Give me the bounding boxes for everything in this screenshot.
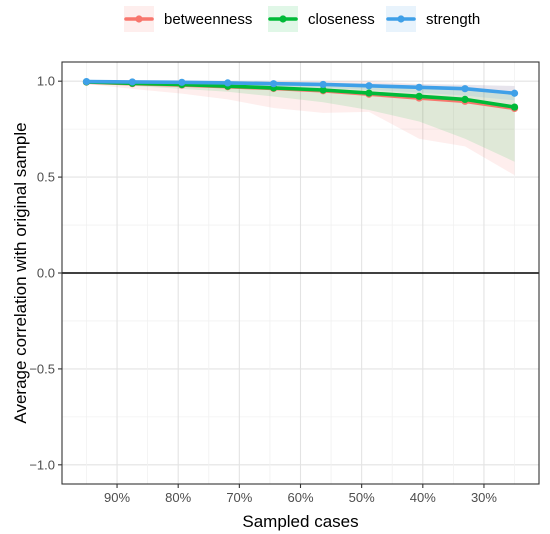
legend-label-betweenness: betweenness: [164, 11, 252, 28]
x-tick-label: 80%: [165, 490, 191, 505]
x-axis-ticks: 90% 80% 70% 60% 50% 40% 30%: [104, 484, 497, 505]
strength-point: [415, 83, 423, 91]
x-tick-label: 60%: [287, 490, 313, 505]
betweenness-confidence-band: [86, 81, 515, 176]
strength-point: [510, 89, 519, 97]
strength-point: [224, 79, 232, 87]
strength-point: [269, 80, 278, 88]
x-axis-title: Sampled cases: [242, 512, 358, 531]
closeness-point: [415, 92, 423, 100]
closeness-confidence-band: [86, 81, 515, 162]
legend-label-strength: strength: [426, 11, 480, 28]
x-tick-label: 90%: [104, 490, 130, 505]
y-tick-label: −0.5: [29, 361, 55, 376]
series-lines: [82, 77, 519, 113]
x-tick-label: 30%: [471, 490, 497, 505]
strength-line: [84, 79, 517, 96]
closeness-point: [510, 103, 519, 111]
legend-item-betweenness: betweenness: [124, 6, 252, 32]
closeness-line: [84, 80, 517, 109]
chart-legend: betweenness closeness strength: [124, 6, 480, 32]
y-tick-label: 0.5: [37, 170, 55, 185]
strength-point: [319, 80, 327, 89]
closeness-point: [319, 86, 327, 94]
y-axis-title: Average correlation with original sample: [11, 122, 30, 423]
legend-key-point-betweenness: [135, 15, 143, 23]
closeness-point: [365, 89, 373, 97]
x-tick-label: 40%: [410, 490, 436, 505]
legend-item-closeness: closeness: [268, 6, 375, 32]
legend-label-closeness: closeness: [308, 11, 375, 28]
closeness-point: [461, 95, 469, 104]
strength-point: [128, 78, 136, 86]
y-axis-ticks: −1.0 −0.5 0.0 0.5 1.0: [29, 74, 62, 472]
y-tick-label: −1.0: [29, 457, 55, 472]
y-tick-label: 0.0: [37, 266, 55, 281]
y-tick-label: 1.0: [37, 74, 55, 89]
legend-key-point-closeness: [279, 15, 287, 23]
strength-point: [178, 78, 186, 86]
strength-point: [461, 85, 469, 93]
legend-key-point-strength: [397, 15, 405, 23]
x-tick-label: 50%: [349, 490, 375, 505]
strength-point: [365, 82, 373, 90]
legend-item-strength: strength: [386, 6, 480, 32]
x-tick-label: 70%: [226, 490, 252, 505]
strength-point: [82, 77, 91, 86]
